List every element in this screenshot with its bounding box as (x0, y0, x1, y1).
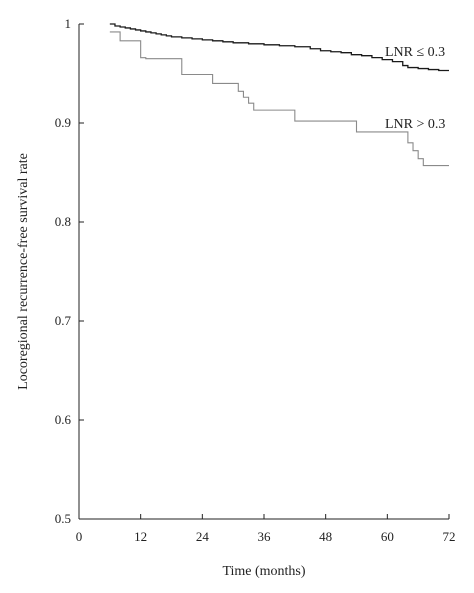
series-label-lnr-low: LNR ≤ 0.3 (385, 45, 445, 60)
series-line-lnr-high (109, 31, 449, 167)
x-axis-title: Time (months) (222, 564, 305, 579)
x-tick-label: 60 (381, 529, 394, 544)
y-tick-label: 0.5 (55, 511, 71, 526)
series-label-lnr-high: LNR > 0.3 (385, 117, 445, 132)
x-tick-label: 0 (76, 529, 83, 544)
series-line-lnr-low (109, 23, 449, 72)
y-axis-title: Locoregional recurrence-free survival ra… (16, 153, 31, 390)
x-tick-label: 72 (443, 529, 456, 544)
y-tick-label: 1 (65, 16, 72, 31)
x-tick-label: 36 (258, 529, 272, 544)
x-ticks: 0 12 24 36 48 60 72 (76, 514, 456, 544)
x-tick-label: 24 (196, 529, 210, 544)
y-tick-label: 0.9 (55, 115, 71, 130)
axes (78, 24, 449, 520)
y-tick-label: 0.6 (55, 412, 72, 427)
y-ticks: 0.5 0.6 0.7 0.8 0.9 1 (55, 16, 84, 526)
series-labels: LNR ≤ 0.3 LNR > 0.3 (385, 45, 445, 132)
y-tick-label: 0.7 (55, 313, 72, 328)
x-tick-label: 48 (319, 529, 332, 544)
y-tick-label: 0.8 (55, 214, 71, 229)
x-tick-label: 12 (134, 529, 147, 544)
series-layer (109, 23, 449, 167)
